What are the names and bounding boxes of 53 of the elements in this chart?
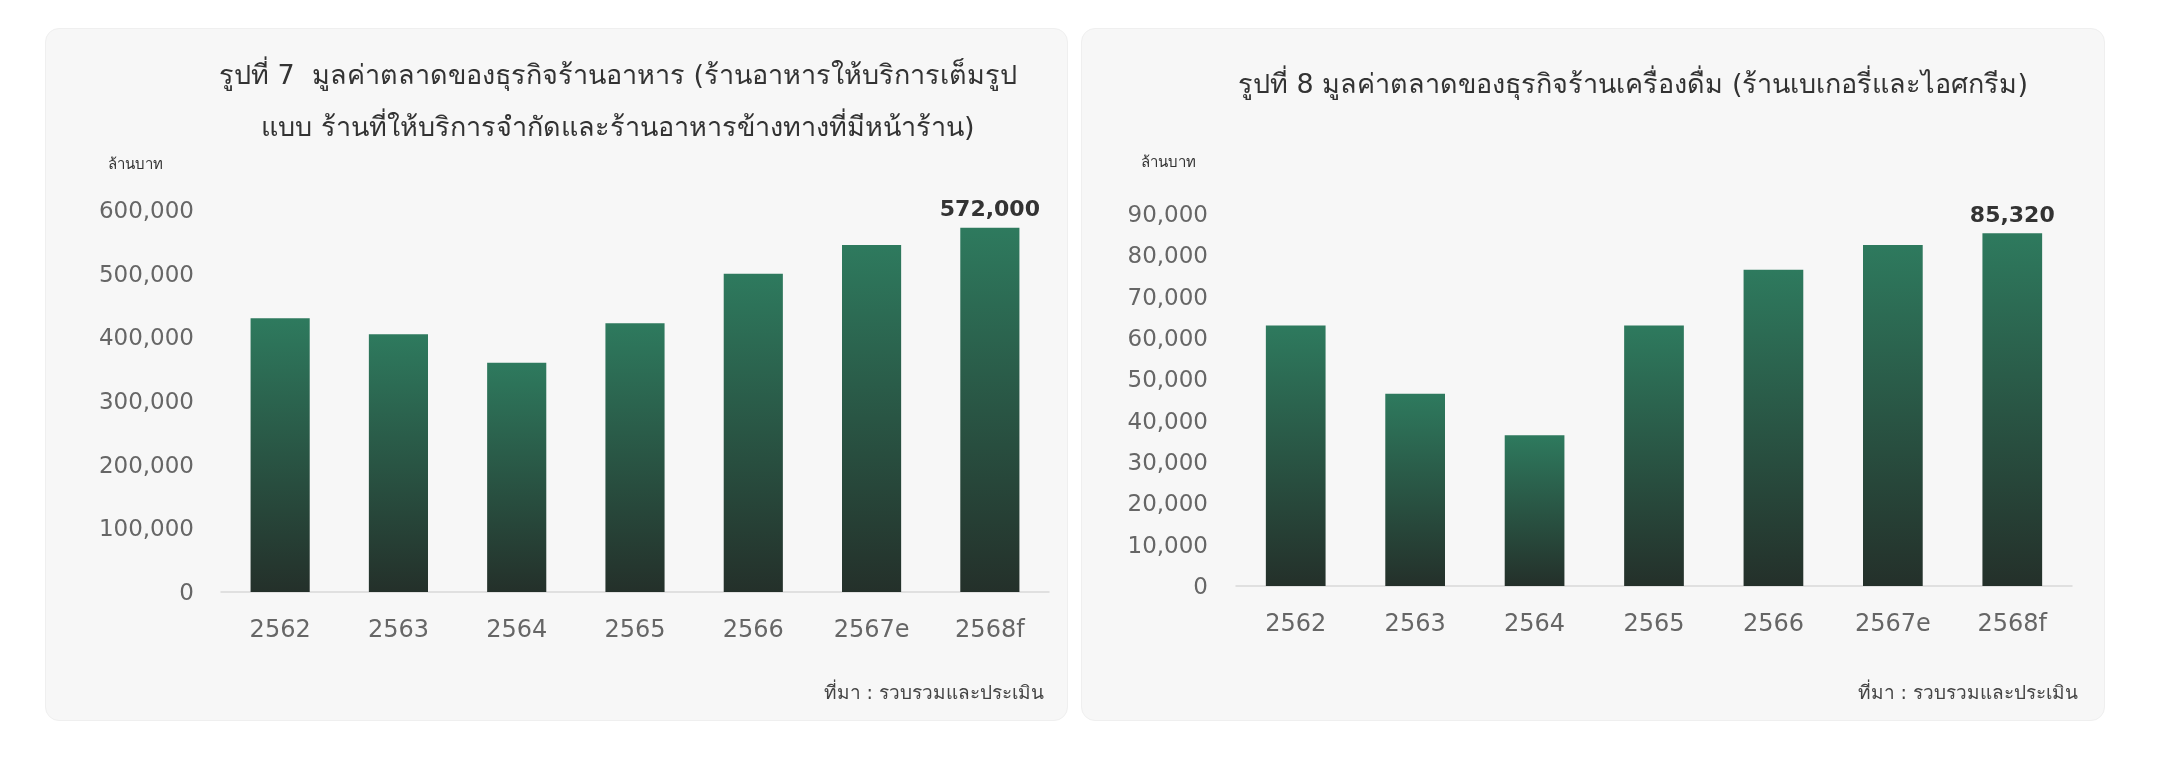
y-tick-label: 600,000 xyxy=(98,197,194,223)
x-tick-label: 2568f xyxy=(955,615,1026,643)
x-tick-label: 2567e xyxy=(1854,609,1931,637)
bar xyxy=(487,362,547,592)
data-label: 85,320 xyxy=(1969,201,2055,227)
y-tick-label: 90,000 xyxy=(1127,201,1208,227)
data-label: 572,000 xyxy=(939,196,1040,222)
bar xyxy=(842,245,902,592)
bar xyxy=(1624,325,1684,586)
y-tick-label: 30,000 xyxy=(1127,449,1208,475)
x-tick-label: 2563 xyxy=(1384,609,1446,637)
x-tick-label: 2566 xyxy=(1742,609,1804,637)
x-tick-label: 2565 xyxy=(604,615,666,643)
y-tick-label: 400,000 xyxy=(98,324,194,351)
y-tick-label: 70,000 xyxy=(1127,283,1208,310)
y-tick-label: 0 xyxy=(1193,573,1208,599)
bar xyxy=(1863,245,1923,586)
bar xyxy=(1504,435,1565,586)
x-tick-label: 2564 xyxy=(1504,609,1566,637)
y-tick-label: 40,000 xyxy=(1127,407,1208,434)
x-tick-label: 2562 xyxy=(249,615,311,643)
y-tick-label: 50,000 xyxy=(1127,366,1208,393)
y-tick-label: 300,000 xyxy=(98,388,194,414)
bar xyxy=(368,334,428,592)
text: ที่มา : รวบรวมและประเมิน xyxy=(1857,679,2078,703)
x-tick-label: 2562 xyxy=(1265,609,1327,637)
y-tick-label: 20,000 xyxy=(1127,490,1208,517)
y-tick-label: 80,000 xyxy=(1127,242,1208,269)
y-axis-title: ล้านบาท xyxy=(108,154,163,173)
text: ที่มา : รวบรวมและประเมิน xyxy=(823,679,1044,703)
chart-title: รูปที่ 8 มูลค่าตลาดของธุรกิจร้านเครื่องดื่ม (ร้านเบเกอรี่และไอศกรีม) xyxy=(1237,64,2029,102)
x-tick-label: 2565 xyxy=(1623,609,1685,637)
y-tick-label: 0 xyxy=(179,579,194,605)
x-tick-label: 2568f xyxy=(1977,609,2048,637)
bar xyxy=(1265,325,1326,586)
bar xyxy=(250,318,310,592)
bar xyxy=(723,273,783,592)
y-tick-label: 10,000 xyxy=(1127,531,1208,558)
y-tick-label: 500,000 xyxy=(98,260,194,287)
chart-title: รูปที่ 7 มูลค่าตลาดของธุรกิจร้านอาหาร (ร้านอาหารให้บริการเต็มรูปแบบ ร้านที่ให้บริการจำกัดและร้านอาหารข้างทางที่มีหน้าร้าน) xyxy=(218,55,1018,144)
bar xyxy=(1982,233,2043,586)
y-axis-title: ล้านบาท xyxy=(1141,152,1196,171)
x-tick-label: 2563 xyxy=(367,615,429,643)
x-tick-label: 2564 xyxy=(486,615,548,643)
bar xyxy=(960,227,1020,592)
x-tick-label: 2567e xyxy=(833,615,910,643)
bar xyxy=(1385,393,1445,586)
y-tick-label: 200,000 xyxy=(98,451,194,478)
y-tick-label: 60,000 xyxy=(1127,325,1208,351)
x-tick-label: 2566 xyxy=(722,615,784,643)
y-tick-label: 100,000 xyxy=(98,515,194,542)
bar xyxy=(605,323,665,592)
bar xyxy=(1743,269,1804,586)
